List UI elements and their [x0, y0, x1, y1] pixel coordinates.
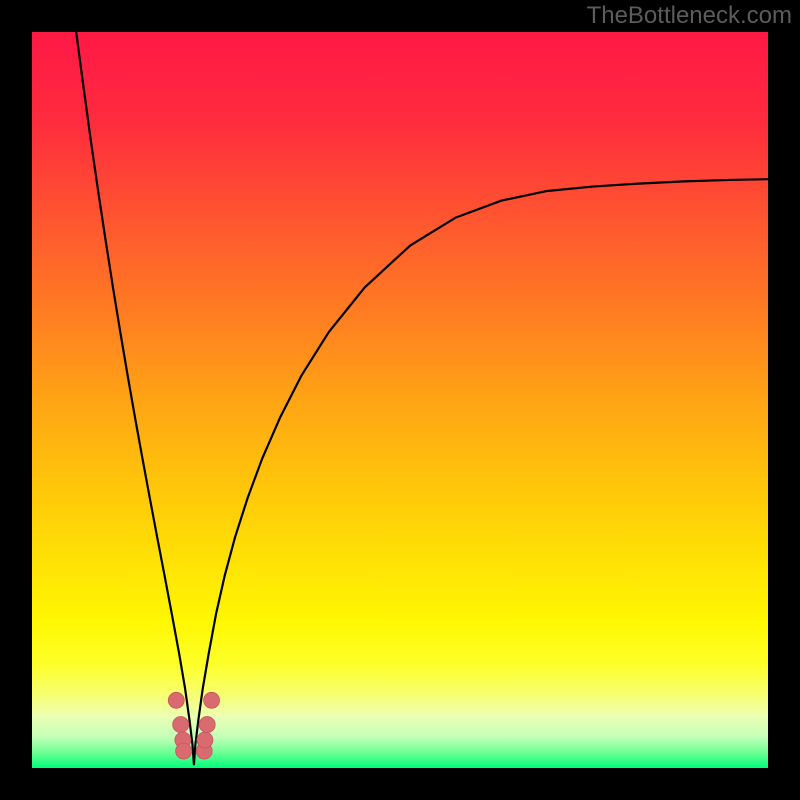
curve-marker	[204, 692, 220, 708]
gradient-background	[32, 32, 768, 768]
curve-marker	[176, 743, 192, 759]
curve-marker	[197, 732, 213, 748]
curve-marker	[199, 717, 215, 733]
curve-marker	[168, 692, 184, 708]
curve-marker	[173, 717, 189, 733]
watermark-text: TheBottleneck.com	[587, 2, 792, 30]
bottleneck-chart	[0, 0, 800, 800]
chart-frame: TheBottleneck.com	[0, 0, 800, 800]
